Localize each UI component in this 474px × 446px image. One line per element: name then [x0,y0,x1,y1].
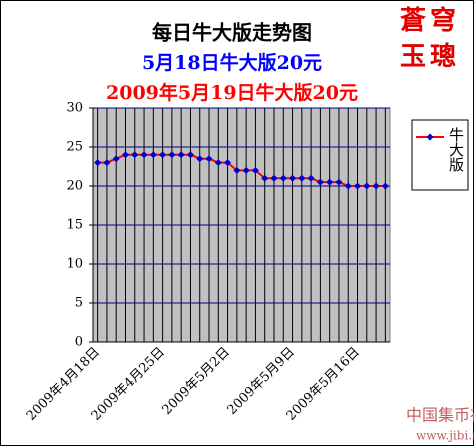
marker [344,182,352,190]
watermark: www.jibi.net [416,429,474,443]
marker [354,182,362,190]
marker [214,159,222,167]
marker [131,151,139,159]
marker [298,174,306,182]
marker [289,174,297,182]
chart-subtitle: 2009年5月19日牛大版20元 [106,81,358,104]
chart-title: 每日牛大版走势图 [152,21,312,45]
marker [279,174,287,182]
marker [186,151,194,159]
marker [363,182,371,190]
marker [242,166,250,174]
marker [316,178,324,186]
marker [270,174,278,182]
marker [94,159,102,167]
marker [326,178,334,186]
y-tick-label: 5 [75,296,83,311]
marker [112,155,120,163]
marker [251,166,259,174]
marker [159,151,167,159]
marker [103,159,111,167]
marker [224,159,232,167]
y-tick-label: 30 [66,101,83,116]
marker [233,166,241,174]
y-tick-label: 15 [66,218,83,233]
y-tick-label: 25 [66,140,83,155]
legend-marker [426,133,434,141]
marker [196,155,204,163]
watermark: 中国集币在线 [406,406,474,425]
legend-label: 牛大版 [447,127,465,173]
stamp-text: 玉璁 [400,42,460,72]
marker [335,178,343,186]
y-tick-label: 10 [66,257,83,272]
marker [177,151,185,159]
y-tick-label: 20 [66,179,83,194]
marker [307,174,315,182]
stamp-text: 蒼穹 [400,5,460,36]
marker [121,151,129,159]
marker [205,155,213,163]
marker [149,151,157,159]
y-tick-label: 0 [75,335,83,350]
marker [372,182,380,190]
marker [381,182,389,190]
chart-subtitle: 5月18日牛大版20元 [142,51,322,74]
legend-box [411,119,469,191]
marker [140,151,148,159]
marker [168,151,176,159]
marker [261,174,269,182]
